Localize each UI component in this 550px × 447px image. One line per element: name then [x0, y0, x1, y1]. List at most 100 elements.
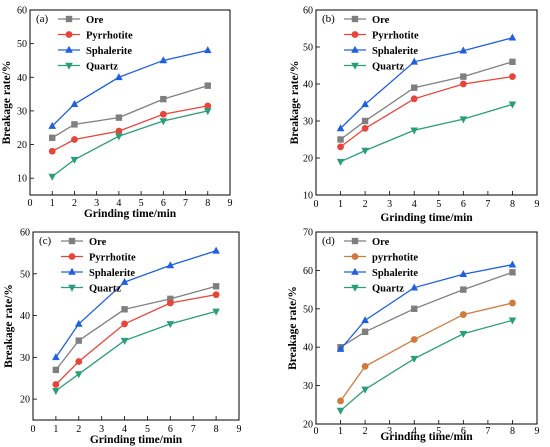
legend-marker-quartz: [65, 62, 73, 70]
chart-panel-0: 0 1 2 3 4 5 6 7 8 9 10 20 30 40 50 60 Grinding time/min B…: [1, 6, 233, 221]
series-line-quartz: [340, 103, 513, 163]
data-point-ore: [167, 295, 174, 303]
data-point-ore: [411, 305, 418, 312]
x-tick-label: 2: [363, 199, 368, 210]
data-point-sphalerite: [212, 246, 220, 254]
data-point-pyrrhotite: [52, 381, 60, 388]
x-tick-label: 9: [237, 424, 242, 435]
y-axis-label: Breakage rate/%: [289, 61, 301, 145]
data-point-ore: [160, 95, 167, 103]
data-point-sphalerite: [361, 316, 369, 324]
chart-panel-2: 0 1 2 3 4 5 6 7 8 9 20 30 40 50 60 Grinding time/min Bre…: [3, 228, 242, 447]
legend-marker-quartz: [68, 284, 76, 292]
x-tick-label: 4: [116, 198, 121, 209]
y-tick-label: 60: [17, 6, 27, 17]
y-tick-label: 10: [17, 174, 27, 185]
data-point-quartz: [166, 321, 175, 329]
data-point-ore: [49, 134, 56, 142]
x-tick-label: 8: [510, 199, 515, 210]
data-point-pyrrhotite: [361, 124, 369, 132]
y-tick-label: 30: [303, 117, 313, 128]
x-tick-label: 8: [205, 198, 210, 209]
data-point-pyrrhotite: [337, 397, 344, 405]
data-point-sphalerite: [508, 260, 517, 268]
legend-label-sphalerite: Sphalerite: [89, 268, 135, 279]
x-tick-label: 3: [387, 426, 392, 437]
y-tick-label: 40: [20, 311, 30, 322]
legend-marker-sphalerite: [65, 45, 73, 53]
data-point-sphalerite: [115, 73, 123, 81]
legend-label-quartz: Quartz: [372, 283, 404, 294]
legend-label-pyrrhotite: pyrrhotite: [372, 252, 418, 263]
data-point-sphalerite: [361, 100, 369, 108]
data-point-sphalerite: [159, 56, 168, 64]
legend-marker-quartz: [351, 62, 359, 70]
data-point-ore: [71, 121, 78, 128]
legend-label-pyrrhotite: Pyrrhotite: [372, 30, 419, 41]
y-tick-label: 10: [303, 191, 313, 202]
legend-label-sphalerite: Sphalerite: [86, 46, 132, 57]
y-tick-label: 40: [303, 343, 313, 354]
data-point-pyrrhotite: [509, 299, 516, 307]
data-point-quartz: [336, 158, 345, 166]
x-tick-label: 1: [50, 198, 55, 209]
data-point-sphalerite: [48, 121, 57, 129]
x-tick-label: 7: [191, 424, 196, 435]
x-tick-label: 9: [228, 198, 233, 209]
data-point-quartz: [508, 101, 517, 109]
x-tick-label: 3: [387, 199, 392, 210]
data-point-sphalerite: [70, 99, 79, 107]
legend-label-quartz: Quartz: [86, 61, 118, 72]
data-point-quartz: [410, 127, 419, 135]
x-tick-label: 8: [214, 424, 219, 435]
x-tick-label: 4: [122, 424, 127, 435]
data-point-ore: [509, 58, 516, 65]
y-axis-label: Breakage rate/%: [1, 61, 13, 145]
series-line-ore: [51, 85, 208, 139]
x-tick-label: 1: [338, 426, 343, 437]
x-axis-label: Grinding time/min: [380, 431, 473, 443]
data-point-pyrrhotite: [159, 110, 167, 118]
x-tick-label: 2: [363, 426, 368, 437]
data-point-quartz: [120, 337, 129, 345]
x-tick-label: 9: [535, 426, 540, 437]
data-point-sphalerite: [74, 319, 83, 327]
x-tick-label: 6: [161, 198, 166, 209]
data-point-ore: [411, 84, 418, 91]
data-point-pyrrhotite: [410, 336, 418, 343]
legend-label-sphalerite: Sphalerite: [372, 268, 418, 279]
data-point-pyrrhotite: [71, 136, 78, 143]
legend-marker-quartz: [351, 284, 359, 292]
y-tick-label: 60: [20, 228, 30, 239]
data-point-ore: [115, 114, 123, 121]
data-point-sphalerite: [166, 261, 175, 269]
data-point-quartz: [361, 147, 369, 155]
y-axis-label: Breakage rate/%: [287, 286, 299, 370]
x-axis-label: Grinding time/min: [84, 208, 177, 220]
data-point-pyrrhotite: [115, 127, 123, 135]
data-point-quartz: [336, 407, 345, 415]
x-tick-label: 0: [28, 198, 33, 209]
plot-frame: [315, 9, 538, 196]
x-axis-label: Grinding time/min: [380, 212, 473, 224]
data-point-ore: [121, 306, 128, 313]
legend-label-ore: Ore: [372, 237, 390, 248]
y-tick-label: 30: [303, 381, 313, 392]
data-point-quartz: [70, 156, 79, 164]
legend-marker-ore: [68, 237, 76, 245]
data-point-pyrrhotite: [459, 311, 467, 318]
data-point-quartz: [212, 308, 220, 316]
y-tick-label: 60: [303, 6, 313, 17]
series-line-sphalerite: [340, 264, 513, 350]
y-tick-label: 50: [20, 269, 30, 280]
y-tick-label: 70: [303, 228, 313, 239]
data-point-ore: [460, 286, 467, 293]
data-point-ore: [52, 366, 60, 374]
data-point-pyrrhotite: [212, 291, 220, 299]
data-point-pyrrhotite: [337, 143, 344, 151]
x-tick-label: 6: [168, 424, 173, 435]
y-tick-label: 20: [17, 140, 27, 151]
data-point-quartz: [74, 371, 83, 379]
legend-label-quartz: Quartz: [89, 283, 121, 294]
